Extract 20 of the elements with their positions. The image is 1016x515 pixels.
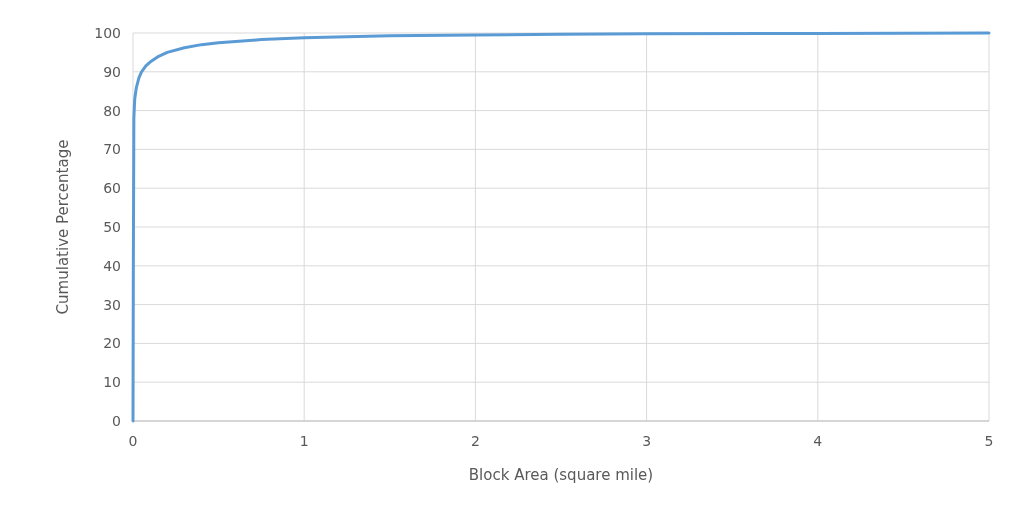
x-tick-label: 4 bbox=[813, 433, 823, 449]
y-tick-label: 30 bbox=[103, 296, 121, 313]
y-tick-label: 60 bbox=[103, 180, 121, 197]
y-tick-label: 90 bbox=[103, 63, 121, 80]
x-tick-label: 5 bbox=[984, 433, 994, 449]
x-tick-label: 0 bbox=[128, 433, 138, 449]
y-tick-label: 10 bbox=[103, 374, 121, 391]
y-tick-label: 20 bbox=[103, 335, 121, 352]
x-axis-title: Block Area (square mile) bbox=[468, 466, 654, 484]
x-tick-label: 3 bbox=[642, 433, 652, 449]
y-tick-label: 80 bbox=[103, 102, 121, 119]
y-axis-title: Cumulative Percentage bbox=[54, 139, 72, 315]
y-tick-label: 0 bbox=[112, 412, 121, 429]
y-tick-label: 70 bbox=[103, 141, 121, 158]
y-tick-label: 50 bbox=[103, 218, 121, 235]
y-tick-label: 100 bbox=[94, 24, 121, 41]
line-series bbox=[131, 31, 991, 423]
y-tick-label: 40 bbox=[103, 257, 121, 274]
x-tick-label: 2 bbox=[470, 433, 480, 449]
x-tick-label: 1 bbox=[299, 433, 309, 449]
